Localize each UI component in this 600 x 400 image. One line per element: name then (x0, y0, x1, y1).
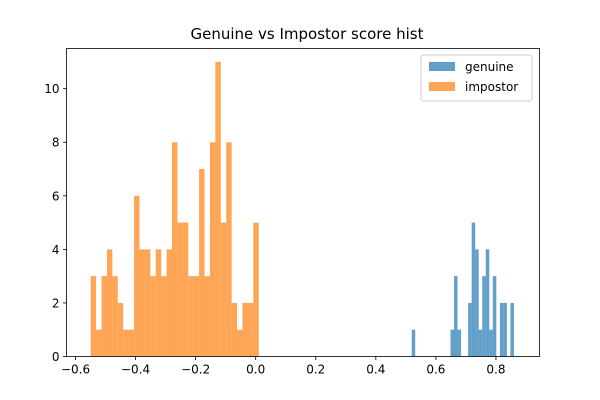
impostor-bar (215, 61, 221, 357)
impostor-bar (139, 249, 145, 357)
x-tick-label: −0.4 (121, 363, 150, 377)
impostor-bar (96, 329, 102, 357)
impostor-bar (117, 302, 124, 357)
x-tick-label: 0.6 (426, 363, 445, 377)
legend-swatch-genuine (429, 62, 455, 71)
genuine-bar (457, 329, 462, 357)
impostor-bar (150, 276, 156, 357)
impostor-bar (123, 329, 129, 357)
x-tick-label: −0.2 (181, 363, 210, 377)
impostor-bar (177, 222, 183, 357)
genuine-bar (499, 302, 504, 357)
impostor-bar (193, 276, 200, 357)
genuine-bar (475, 249, 479, 357)
x-tick-label: 0.0 (246, 363, 265, 377)
y-tick-label: 2 (52, 296, 60, 310)
x-tick-label: 0.8 (486, 363, 505, 377)
impostor-bar (112, 276, 118, 357)
impostor-bar (253, 222, 259, 357)
impostor-bar (172, 142, 178, 357)
genuine-bar (478, 329, 483, 357)
impostor-bar (204, 276, 210, 357)
genuine-bar (485, 249, 490, 357)
chart-title: Genuine vs Impostor score hist (191, 25, 424, 43)
impostor-bar (209, 142, 216, 357)
impostor-bar (242, 302, 248, 357)
genuine-bar (454, 276, 458, 357)
impostor-bar (106, 249, 113, 357)
axes-layer: −0.6 −0.4 −0.2 0.0 0.2 0.4 0.6 0.8 0 2 4 6 8 10 (44, 48, 540, 377)
impostor-bar (155, 249, 162, 357)
y-tick-label: 0 (52, 350, 60, 364)
genuine-bar (450, 329, 455, 357)
impostor-bar (90, 276, 97, 357)
y-tick-label: 4 (52, 243, 60, 257)
impostor-bar (199, 169, 205, 357)
impostor-bar (188, 276, 194, 357)
impostor-bar (166, 249, 173, 357)
x-tick-label: 0.4 (366, 363, 385, 377)
impostor-bar (161, 276, 167, 357)
legend-label-impostor: impostor (465, 80, 518, 94)
genuine-bar (471, 222, 476, 357)
y-tick-label: 10 (44, 82, 59, 96)
x-tick-label: 0.2 (306, 363, 325, 377)
impostor-bar (134, 195, 140, 357)
genuine-bar (482, 276, 486, 357)
impostor-bar (144, 249, 151, 357)
x-tick-label: −0.6 (61, 363, 90, 377)
genuine-bar (503, 302, 507, 357)
genuine-bar (489, 329, 493, 357)
legend-label-genuine: genuine (465, 60, 514, 74)
impostor-bar (128, 329, 135, 357)
genuine-bar (411, 329, 416, 357)
genuine-bar (492, 276, 497, 357)
impostor-bar (182, 222, 189, 357)
legend: genuine impostor (420, 54, 533, 102)
impostor-bar (220, 222, 227, 357)
genuine-bar (510, 302, 514, 357)
impostor-bar (237, 329, 243, 357)
genuine-bar (468, 302, 472, 357)
impostor-bar (226, 142, 232, 357)
impostor-bar (247, 302, 254, 357)
legend-swatch-impostor (429, 82, 455, 91)
impostor-bar (231, 302, 238, 357)
bars-layer (90, 61, 514, 357)
y-tick-label: 8 (52, 136, 60, 150)
plot-frame (66, 48, 540, 357)
impostor-bar (101, 276, 107, 357)
y-tick-label: 6 (52, 189, 60, 203)
